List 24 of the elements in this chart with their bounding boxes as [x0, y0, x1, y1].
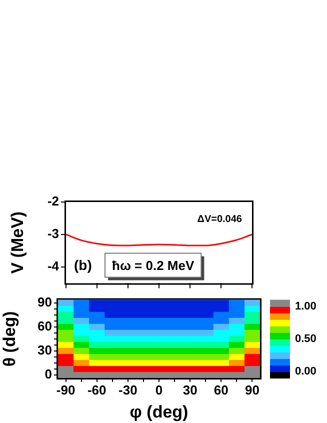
y-tick-label: 90: [38, 294, 52, 310]
y-tick-label: 30: [38, 342, 52, 358]
x-tick-label: 60: [214, 382, 228, 398]
y-axis-title: V (MeV): [8, 211, 27, 274]
x-tick-label: 90: [244, 382, 260, 398]
color-bar-label: 0.50: [295, 332, 316, 345]
color-bar-label: 0.00: [295, 366, 316, 378]
annotation: (b): [74, 257, 92, 274]
x-tick-label: -90: [56, 382, 76, 398]
x-tick-label: -30: [118, 382, 138, 398]
y-tick-label: 0: [44, 366, 52, 382]
y-tick-label: -3: [47, 226, 59, 242]
y-axis-title: θ (deg): [0, 311, 19, 367]
x-axis-title: φ (deg): [130, 402, 188, 422]
y-tick-label: -4: [47, 258, 60, 274]
x-tick-label: 30: [182, 382, 198, 398]
x-tick-label: -60: [87, 382, 106, 398]
x-tick-label: 0: [155, 382, 163, 398]
line-series: [66, 234, 252, 246]
annotation: ħω = 0.2 MeV: [112, 258, 194, 273]
annotation: ΔV=0.046: [197, 214, 242, 225]
y-tick-label: -2: [47, 194, 59, 209]
y-tick-label: 60: [38, 318, 52, 334]
color-bar-label: 1.00: [295, 300, 316, 312]
